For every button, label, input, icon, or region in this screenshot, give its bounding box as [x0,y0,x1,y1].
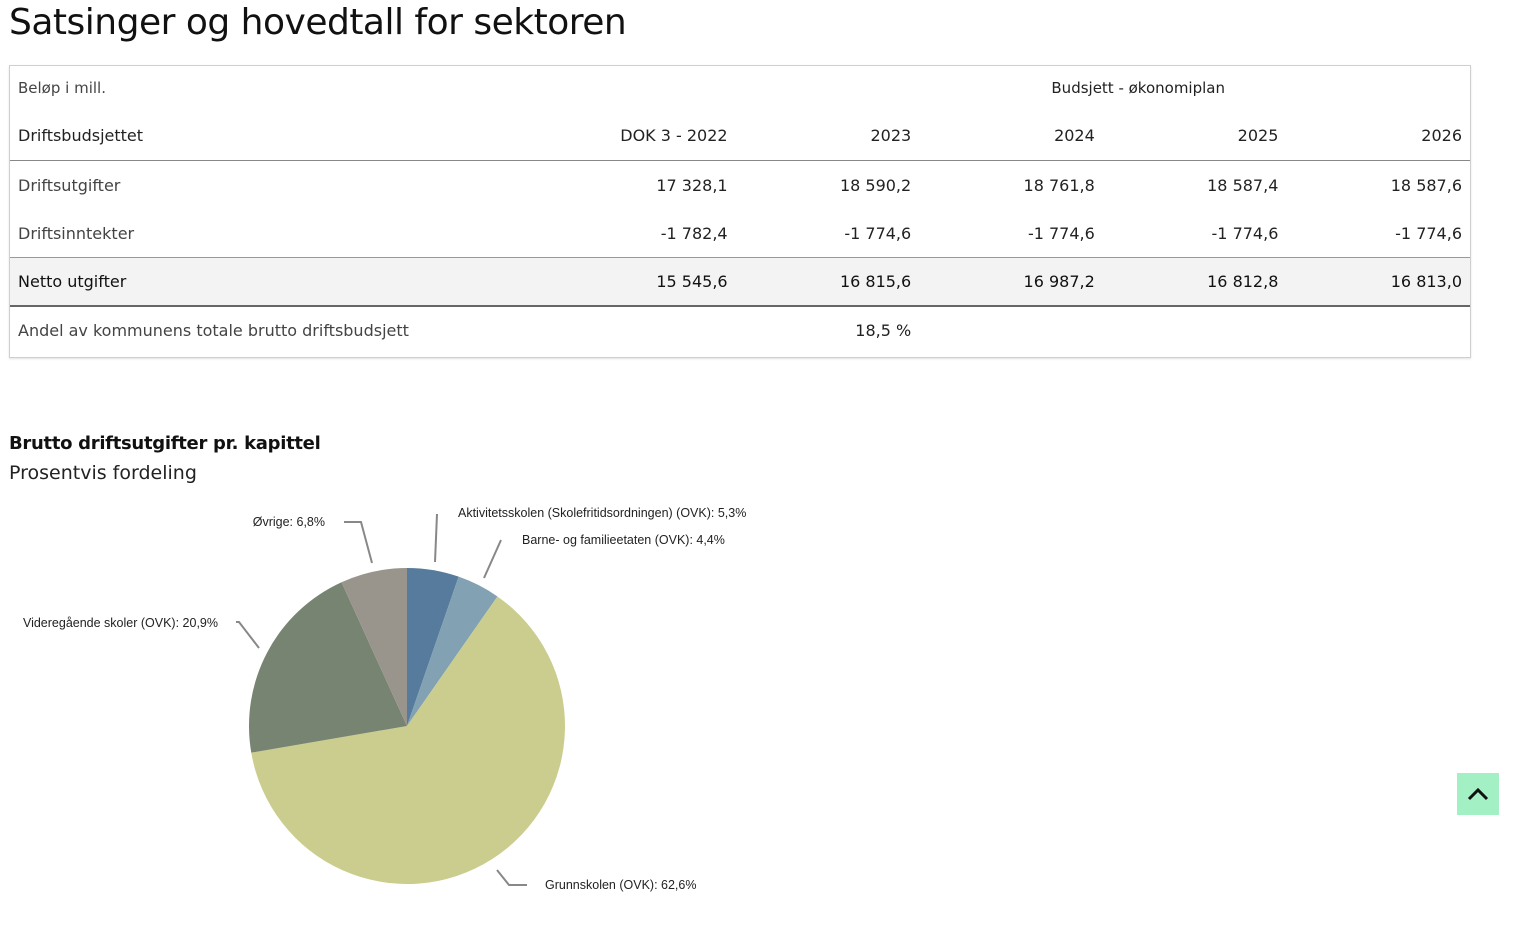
unit-label: Beløp i mill. [18,79,106,97]
cell-value [919,306,1103,353]
column-header: 2023 [735,110,920,161]
cell-value: 17 328,1 [656,175,728,195]
pie-chart: Aktivitetsskolen (Skolefritidsordningen)… [23,506,746,892]
pie-leader-line [344,521,373,564]
pie-data-label: Videregående skoler (OVK): 20,9% [23,616,218,630]
table-row: Driftsutgifter 17 328,1 18 590,2 18 761,… [10,161,1470,210]
pie-slice[interactable] [407,568,459,726]
pie-data-label: Aktivitetsskolen (Skolefritidsordningen)… [458,506,746,520]
cell-value: -1 774,6 [844,223,912,243]
budget-table: Beløp i mill. Budsjett - økonomiplan Dri… [9,65,1471,358]
pie-data-label: Barne- og familieetaten (OVK): 4,4% [522,533,725,547]
group-header: Budsjett - økonomiplan [1051,79,1225,97]
column-header: 2026 [1286,110,1470,161]
cell-value: 18 587,4 [1207,175,1279,195]
column-header: 2025 [1102,110,1287,161]
pie-data-label: Grunnskolen (OVK): 62,6% [545,878,696,892]
cell-value: -1 782,4 [660,223,728,243]
pie-slice[interactable] [341,568,407,726]
pie-leader-lines [236,513,527,886]
pie-leader-line [483,539,502,579]
page-title: Satsinger og hovedtall for sektoren [9,2,627,43]
row-label: Driftsutgifter [18,175,121,195]
chart-subtitle: Prosentvis fordeling [9,462,197,484]
cell-value: -1 774,6 [1027,223,1095,243]
cell-value [1286,306,1470,353]
cell-value: 16 815,6 [735,257,920,307]
pie-leader-line [434,513,438,563]
row-label: Driftsinntekter [18,223,135,243]
cell-value: 16 813,0 [1286,257,1470,307]
cell-value: 18 590,2 [839,175,912,195]
cell-value: 16 812,8 [1102,257,1287,307]
cell-value: 18 761,8 [1023,175,1095,195]
pie-leader-line [236,621,260,649]
cell-value: 16 987,2 [919,257,1103,307]
cell-value: 18,5 % [855,320,912,340]
pie-leader-line [496,869,527,886]
pie-data-label: Øvrige: 6,8% [253,515,325,529]
pie-slice[interactable] [249,582,407,753]
table-header-row: Driftsbudsjettet DOK 3 - 2022 2023 2024 … [10,110,1470,161]
row-label: Andel av kommunens totale brutto driftsb… [18,320,409,340]
column-header: DOK 3 - 2022 [552,110,736,161]
column-header: 2024 [919,110,1103,161]
pie-labels: Aktivitetsskolen (Skolefritidsordningen)… [23,506,746,892]
cell-value [1103,306,1287,353]
table-share-row: Andel av kommunens totale brutto driftsb… [10,306,1470,353]
cell-value: 18 587,6 [1390,175,1462,195]
cell-value: -1 774,6 [1211,223,1279,243]
column-header: Driftsbudsjettet [10,110,552,161]
cell-value [552,306,736,353]
row-label: Netto utgifter [10,257,552,307]
pie-slices [249,568,566,884]
cell-value: -1 774,6 [1395,223,1462,243]
pie-slice[interactable] [251,596,566,884]
chevron-up-icon [1467,787,1489,801]
cell-value: 15 545,6 [552,257,736,307]
pie-slice[interactable] [407,576,498,726]
chart-title: Brutto driftsutgifter pr. kapittel [9,433,321,454]
table-total-row: Netto utgifter 15 545,6 16 815,6 16 987,… [10,257,1470,307]
scroll-to-top-button[interactable] [1457,773,1499,815]
table-unit-row: Beløp i mill. Budsjett - økonomiplan [10,66,1470,110]
table-row: Driftsinntekter -1 782,4 -1 774,6 -1 774… [10,209,1470,258]
